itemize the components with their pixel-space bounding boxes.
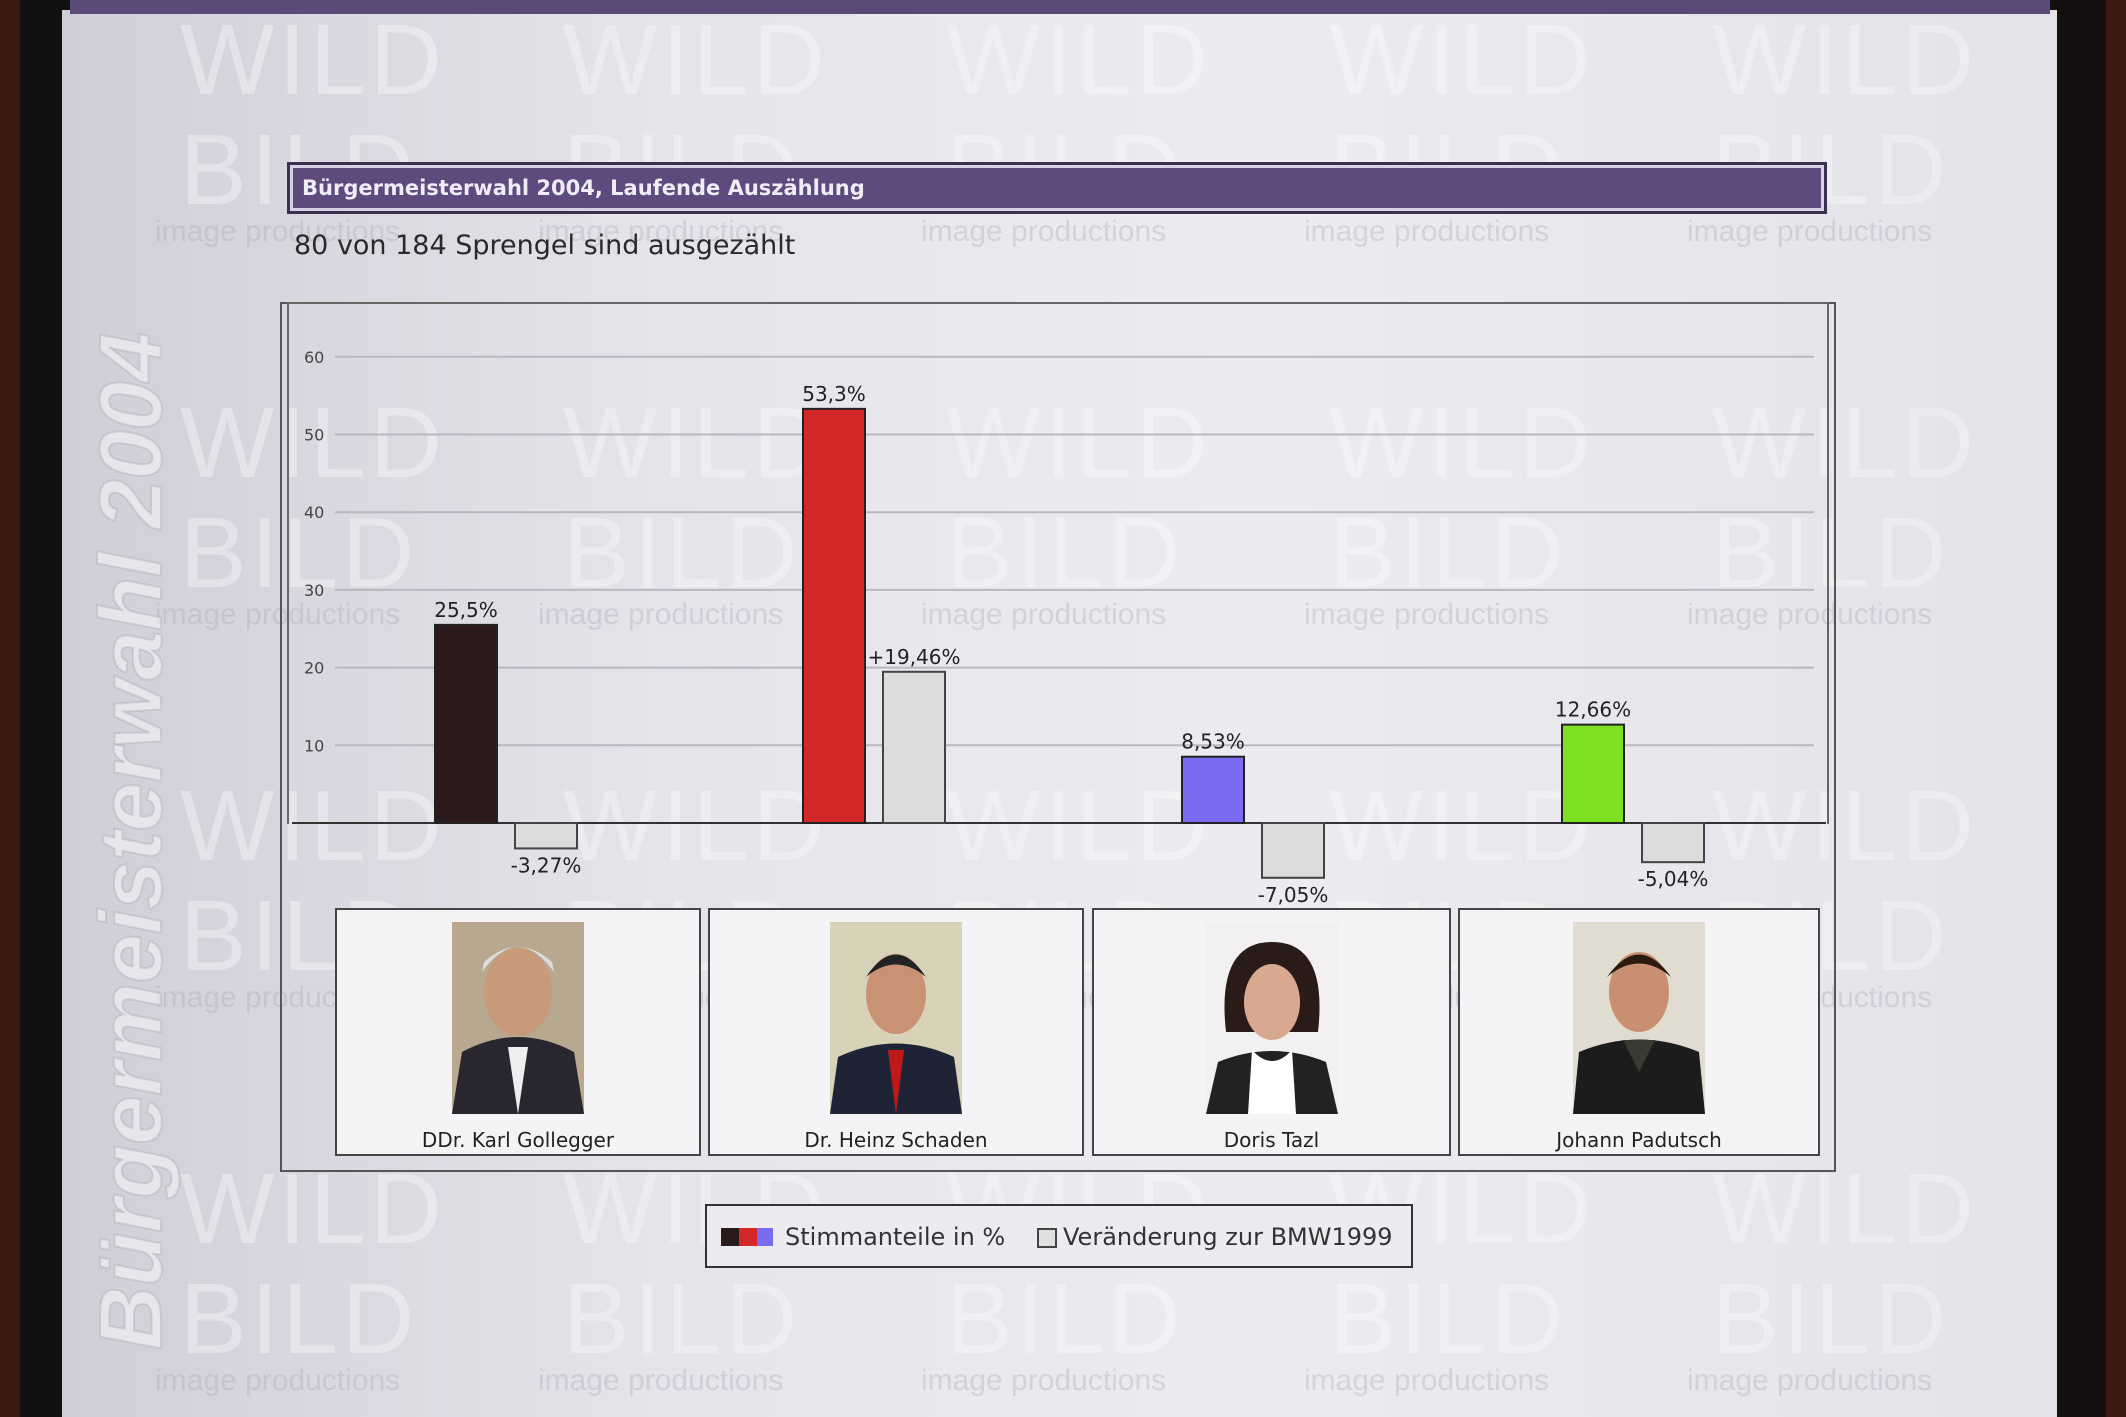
candidate-name: Johann Padutsch <box>1556 1128 1722 1152</box>
vote-share-bar <box>802 407 866 824</box>
data-label: -7,05% <box>1258 883 1329 907</box>
browser-title-bar <box>70 0 2050 14</box>
data-label: -3,27% <box>511 853 582 877</box>
candidate-card: DDr. Karl Gollegger <box>335 908 701 1156</box>
y-tick-label: 30 <box>304 581 324 600</box>
candidate-card: Doris Tazl <box>1092 908 1451 1156</box>
y-tick-label: 10 <box>304 736 324 755</box>
chart-legend: Stimmanteile in % Veränderung zur BMW199… <box>705 1204 1413 1268</box>
page-title-bar: Bürgermeisterwahl 2004, Laufende Auszähl… <box>287 162 1827 214</box>
data-label: 12,66% <box>1555 698 1631 722</box>
y-tick-label: 40 <box>304 503 324 522</box>
vote-share-bar <box>1561 723 1625 824</box>
data-label: +19,46% <box>867 645 960 669</box>
legend-swatch-dark <box>721 1228 739 1246</box>
candidate-card: Dr. Heinz Schaden <box>708 908 1084 1156</box>
candidate-card: Johann Padutsch <box>1458 908 1820 1156</box>
legend-swatch-red <box>739 1228 757 1246</box>
data-label: 25,5% <box>434 598 498 622</box>
change-bar <box>1261 822 1325 879</box>
page-subtitle: 80 von 184 Sprengel sind ausgezählt <box>294 230 796 261</box>
candidate-photo <box>1205 922 1338 1114</box>
change-bar <box>882 670 946 824</box>
y-tick-label: 60 <box>304 348 324 367</box>
data-label: 53,3% <box>802 382 866 406</box>
plot-area <box>287 302 1829 824</box>
candidate-name: Doris Tazl <box>1223 1128 1320 1152</box>
legend-label-change: Veränderung zur BMW1999 <box>1063 1223 1393 1251</box>
page-title: Bürgermeisterwahl 2004, Laufende Auszähl… <box>302 176 865 200</box>
candidate-photo <box>1573 922 1705 1114</box>
vote-share-bar <box>434 623 498 824</box>
legend-swatch-blue <box>757 1228 773 1246</box>
y-tick-label: 20 <box>304 659 324 678</box>
legend-label-vote-share: Stimmanteile in % <box>785 1223 1006 1251</box>
change-bar <box>514 822 578 850</box>
candidate-name: Dr. Heinz Schaden <box>804 1128 988 1152</box>
y-tick-label: 50 <box>304 426 324 445</box>
data-label: -5,04% <box>1638 867 1709 891</box>
candidate-photo <box>830 922 962 1114</box>
legend-swatch-change <box>1037 1228 1057 1248</box>
candidate-name: DDr. Karl Gollegger <box>421 1128 615 1152</box>
data-label: 8,53% <box>1181 730 1245 754</box>
change-bar <box>1641 822 1705 864</box>
monitor-frame-left <box>20 0 70 1417</box>
vote-share-bar <box>1181 755 1245 825</box>
candidate-photo <box>452 922 584 1114</box>
screen <box>62 10 2057 1417</box>
